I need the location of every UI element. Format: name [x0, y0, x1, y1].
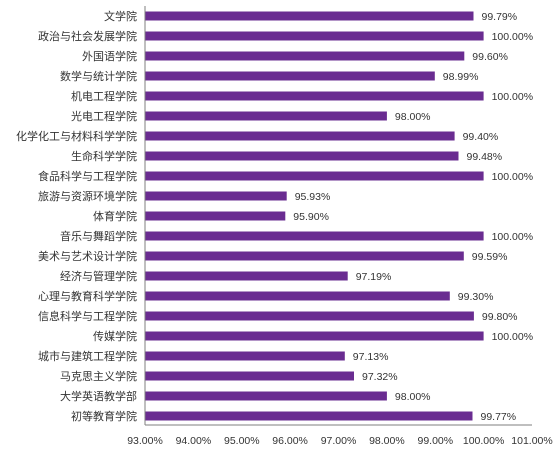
- x-tick-label: 99.00%: [417, 435, 453, 447]
- data-label: 99.30%: [458, 291, 494, 303]
- x-tick-labels: 93.00% 94.00% 95.00% 96.00% 97.00% 98.00% 99.0…: [127, 435, 553, 447]
- bar: [145, 251, 464, 261]
- x-tick-label: 100.00%: [463, 435, 504, 447]
- bar: [145, 31, 484, 41]
- bars-group: [145, 11, 484, 421]
- bar: [145, 331, 484, 341]
- x-tick-label: 97.00%: [321, 435, 357, 447]
- category-label: 体育学院: [93, 209, 137, 223]
- category-label: 传媒学院: [93, 329, 137, 343]
- bar: [145, 291, 450, 301]
- bar: [145, 91, 484, 101]
- data-label: 95.93%: [295, 191, 331, 203]
- x-tick-label: 94.00%: [176, 435, 212, 447]
- category-label: 数学与统计学院: [60, 69, 137, 83]
- category-label: 城市与建筑工程学院: [38, 349, 137, 363]
- data-label: 100.00%: [492, 171, 533, 183]
- category-label: 信息科学与工程学院: [38, 309, 137, 323]
- data-label: 97.13%: [353, 351, 389, 363]
- bar: [145, 11, 474, 21]
- value-labels: 99.79% 100.00% 99.60% 98.99% 100.00% 98.00% 99…: [293, 11, 533, 423]
- x-tick-label: 96.00%: [272, 435, 308, 447]
- category-label: 大学英语教学部: [60, 389, 137, 403]
- bar: [145, 411, 473, 421]
- data-label: 100.00%: [492, 91, 533, 103]
- category-label: 光电工程学院: [71, 109, 137, 123]
- axes: [144, 6, 532, 426]
- category-label: 机电工程学院: [71, 89, 137, 103]
- data-label: 100.00%: [492, 231, 533, 243]
- category-label: 政治与社会发展学院: [38, 29, 137, 43]
- data-label: 99.59%: [472, 251, 508, 263]
- data-label: 100.00%: [492, 331, 533, 343]
- category-label: 美术与艺术设计学院: [38, 249, 137, 263]
- category-label: 文学院: [104, 9, 137, 23]
- bar: [145, 131, 455, 141]
- category-label: 初等教育学院: [71, 409, 137, 423]
- bar: [145, 51, 465, 61]
- data-label: 98.99%: [443, 71, 479, 83]
- data-label: 100.00%: [492, 31, 533, 43]
- data-label: 97.32%: [362, 371, 398, 383]
- data-label: 99.40%: [463, 131, 499, 143]
- data-label: 99.48%: [467, 151, 503, 163]
- category-label: 化学化工与材料科学学院: [16, 129, 137, 143]
- data-label: 98.00%: [395, 391, 431, 403]
- category-label: 马克思主义学院: [60, 369, 137, 383]
- bar: [145, 231, 484, 241]
- category-label: 食品科学与工程学院: [38, 169, 137, 183]
- bar: [145, 171, 484, 181]
- x-tick-label: 98.00%: [369, 435, 405, 447]
- bar: [145, 211, 286, 221]
- bar: [145, 311, 474, 321]
- data-label: 98.00%: [395, 111, 431, 123]
- category-label: 旅游与资源环境学院: [38, 189, 137, 203]
- data-label: 99.77%: [481, 411, 517, 423]
- category-label: 音乐与舞蹈学院: [60, 229, 137, 243]
- x-tick-label: 101.00%: [511, 435, 552, 447]
- bar: [145, 391, 387, 401]
- data-label: 95.90%: [293, 211, 329, 223]
- data-label: 99.79%: [482, 11, 518, 23]
- category-label: 外国语学院: [82, 49, 137, 63]
- bar: [145, 191, 287, 201]
- category-label: 生命科学学院: [71, 149, 137, 163]
- category-labels: 文学院政治与社会发展学院外国语学院数学与统计学院机电工程学院光电工程学院化学化工…: [16, 9, 137, 423]
- x-tick-label: 93.00%: [127, 435, 163, 447]
- category-label: 心理与教育科学学院: [38, 289, 137, 303]
- bar: [145, 111, 387, 121]
- bar: [145, 351, 345, 361]
- data-label: 99.80%: [482, 311, 518, 323]
- category-label: 经济与管理学院: [60, 269, 137, 283]
- x-tick-label: 95.00%: [224, 435, 260, 447]
- bar: [145, 151, 459, 161]
- data-label: 97.19%: [356, 271, 392, 283]
- bar: [145, 271, 348, 281]
- bar: [145, 71, 435, 81]
- data-label: 99.60%: [472, 51, 508, 63]
- bar: [145, 371, 354, 381]
